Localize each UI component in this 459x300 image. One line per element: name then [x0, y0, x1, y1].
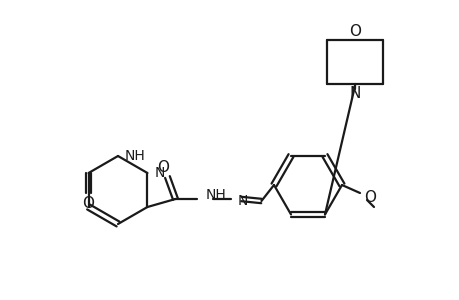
Text: O: O	[157, 160, 169, 175]
Text: O: O	[82, 196, 95, 211]
Text: N: N	[154, 166, 164, 180]
Text: O: O	[348, 23, 360, 38]
Text: NH: NH	[205, 188, 226, 202]
Text: N: N	[348, 85, 360, 100]
Text: O: O	[363, 190, 375, 206]
Text: N: N	[237, 194, 247, 208]
Text: NH: NH	[125, 149, 146, 163]
